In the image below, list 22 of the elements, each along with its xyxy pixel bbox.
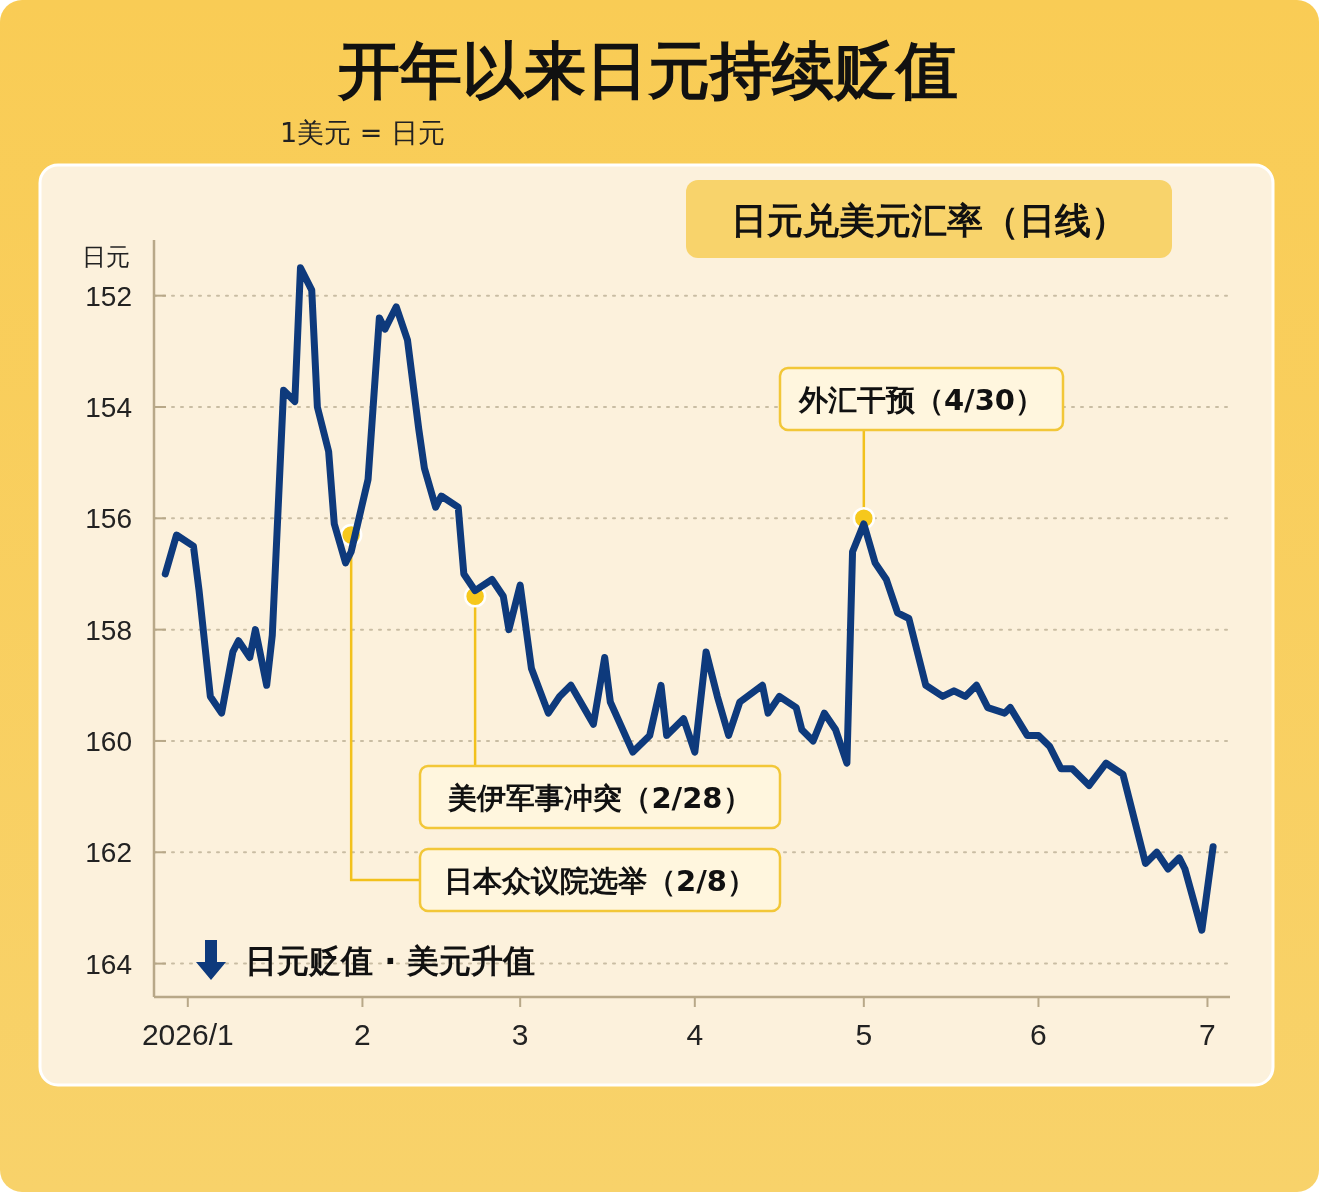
annotation: 日元贬值 · 美元升值	[245, 942, 536, 980]
y-tick-label: 156	[85, 503, 132, 535]
annotation: 日元兑美元汇率（日线）	[731, 200, 1127, 241]
annotation: 美伊军事冲突（2/28）	[447, 781, 752, 815]
y-tick-label: 160	[85, 725, 132, 757]
x-tick-label: 7	[1199, 1018, 1216, 1051]
y-tick-label: 164	[85, 948, 132, 980]
y-tick-label: 162	[85, 837, 132, 869]
chart-subtitle: 1美元 = 日元	[280, 117, 445, 148]
x-tick-label: 5	[855, 1018, 873, 1051]
x-tick-label: 2026/1	[141, 1018, 234, 1051]
y-axis-title: 日元	[82, 243, 130, 271]
annotation: 外汇干预（4/30）	[797, 383, 1045, 417]
y-tick-label: 154	[85, 391, 132, 423]
annotation: 日本众议院选举（2/8）	[444, 864, 756, 898]
x-tick-label: 2	[354, 1018, 371, 1051]
x-tick-label: 4	[686, 1018, 704, 1051]
y-tick-label: 152	[85, 280, 132, 312]
y-tick-label: 158	[85, 614, 132, 646]
x-tick-label: 6	[1030, 1018, 1047, 1051]
x-tick-label: 3	[511, 1018, 529, 1051]
chart-title: 开年以来日元持续贬值	[337, 34, 958, 107]
